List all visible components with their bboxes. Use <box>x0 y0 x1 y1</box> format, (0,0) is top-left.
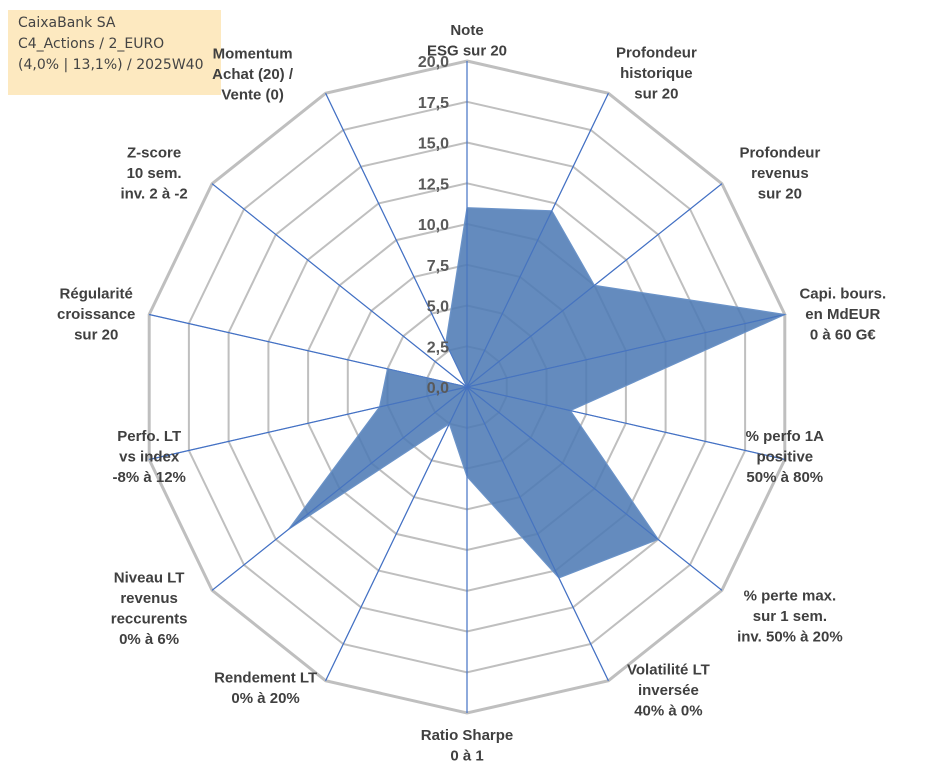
axis-label: Profondeur revenus sur 20 <box>739 145 820 203</box>
axis-label: Perfo. LT vs index -8% à 12% <box>113 428 186 486</box>
info-box: CaixaBank SA C4_Actions / 2_EURO (4,0% |… <box>8 10 221 95</box>
tick-label: 5,0 <box>427 299 449 316</box>
axis-label-line: inversée <box>638 682 699 699</box>
axis-label-line: Volatilité LT <box>627 662 710 679</box>
tick-label: 12,5 <box>418 176 449 193</box>
axis-label-line: Z-score <box>127 145 181 162</box>
axis-label-line: croissance <box>57 306 135 323</box>
axis-spoke-overlay <box>211 386 468 591</box>
axis-label-line: 0 à 1 <box>450 748 483 765</box>
axis-label-line: Rendement LT <box>214 670 317 687</box>
axis-label-line: revenus <box>751 165 809 182</box>
axis-label: Régularité croissance sur 20 <box>57 286 135 344</box>
axis-label-line: positive <box>756 448 813 465</box>
info-company: CaixaBank SA <box>18 15 116 31</box>
axis-label-line: sur 20 <box>74 327 118 344</box>
axis-label: Rendement LT 0% à 20% <box>214 670 317 708</box>
axis-label-line: sur 1 sem. <box>753 608 827 625</box>
info-portfolio: C4_Actions / 2_EURO <box>18 36 165 52</box>
axis-label-line: Note <box>450 22 483 39</box>
axis-label: Ratio Sharpe 0 à 1 <box>421 727 514 765</box>
axis-label-line: Momentum <box>213 45 293 62</box>
axis-spoke-overlay <box>466 386 609 681</box>
info-stats: (4,0% | 13,1%) / 2025W40 <box>18 57 204 73</box>
tick-label: 20,0 <box>418 54 449 71</box>
axis-label-line: vs index <box>119 448 180 465</box>
axis-spoke-overlay <box>466 314 785 388</box>
axis-spoke-overlay <box>466 93 609 388</box>
axis-label-line: sur 20 <box>634 85 678 102</box>
axis-label-line: Achat (20) / <box>212 66 294 83</box>
axis-label-line: -8% à 12% <box>113 469 186 486</box>
axis-label-line: Perfo. LT <box>117 428 181 445</box>
tick-label: 10,0 <box>418 217 449 234</box>
axis-label-line: revenus <box>120 590 178 607</box>
axis-label-line: % perfo 1A <box>746 428 825 445</box>
axis-label-line: 40% à 0% <box>634 703 702 720</box>
radar-tick-labels: 0,0 2,5 5,0 7,5 10,0 12,5 15,0 17,5 20,0 <box>418 54 449 397</box>
axis-label-line: en MdEUR <box>805 306 880 323</box>
axis-label-line: 10 sem. <box>127 165 182 182</box>
tick-label: 15,0 <box>418 136 449 153</box>
tick-label: 2,5 <box>427 339 449 356</box>
axis-label: Note ESG sur 20 <box>427 22 507 60</box>
axis-label-line: 50% à 80% <box>746 469 823 486</box>
axis-label-line: inv. 50% à 20% <box>737 628 843 645</box>
axis-label: Niveau LT revenus reccurents 0% à 6% <box>111 569 188 648</box>
tick-label: 7,5 <box>427 258 449 275</box>
axis-label: Capi. bours. en MdEUR 0 à 60 G€ <box>799 286 886 344</box>
axis-label-line: Vente (0) <box>221 86 284 103</box>
axis-label-line: Profondeur <box>739 145 820 162</box>
axis-label-line: ESG sur 20 <box>427 43 507 60</box>
axis-label-line: Profondeur <box>616 44 697 61</box>
axis-spoke-overlay <box>466 386 723 591</box>
axis-label: Volatilité LT inversée 40% à 0% <box>627 662 710 720</box>
axis-label-line: 0% à 20% <box>231 690 299 707</box>
axis-label: Momentum Achat (20) / Vente (0) <box>212 45 294 103</box>
axis-label-line: Niveau LT <box>114 569 185 586</box>
axis-label-line: inv. 2 à -2 <box>120 186 187 203</box>
axis-label: Profondeur historique sur 20 <box>616 44 697 102</box>
axis-label-line: sur 20 <box>758 186 802 203</box>
axis-label-line: % perte max. <box>744 587 837 604</box>
axis-spoke-overlay <box>466 386 785 460</box>
axis-label-line: Capi. bours. <box>799 286 886 303</box>
axis-label: % perte max. sur 1 sem. inv. 50% à 20% <box>737 587 843 645</box>
axis-label-line: reccurents <box>111 610 188 627</box>
axis-spoke-overlay <box>466 183 723 388</box>
axis-spoke-overlay <box>149 314 468 388</box>
axis-label-line: Régularité <box>60 286 133 303</box>
axis-label-line: Ratio Sharpe <box>421 727 514 744</box>
axis-spoke-overlay <box>211 183 468 388</box>
tick-label: 0,0 <box>427 380 449 397</box>
tick-label: 17,5 <box>418 95 449 112</box>
axis-label-line: historique <box>620 65 693 82</box>
radar-axis-labels: Note ESG sur 20 Profondeur historique sur 20… <box>57 22 886 765</box>
axis-label: Z-score 10 sem. inv. 2 à -2 <box>120 145 187 203</box>
axis-label-line: 0 à 60 G€ <box>810 327 877 344</box>
axis-label-line: 0% à 6% <box>119 631 179 648</box>
axis-spoke-overlay <box>325 386 468 681</box>
axis-spoke-overlay <box>325 93 468 388</box>
radar-series <box>149 61 787 713</box>
axis-label: % perfo 1A positive 50% à 80% <box>746 428 825 486</box>
axis-spoke-overlay <box>149 386 468 460</box>
